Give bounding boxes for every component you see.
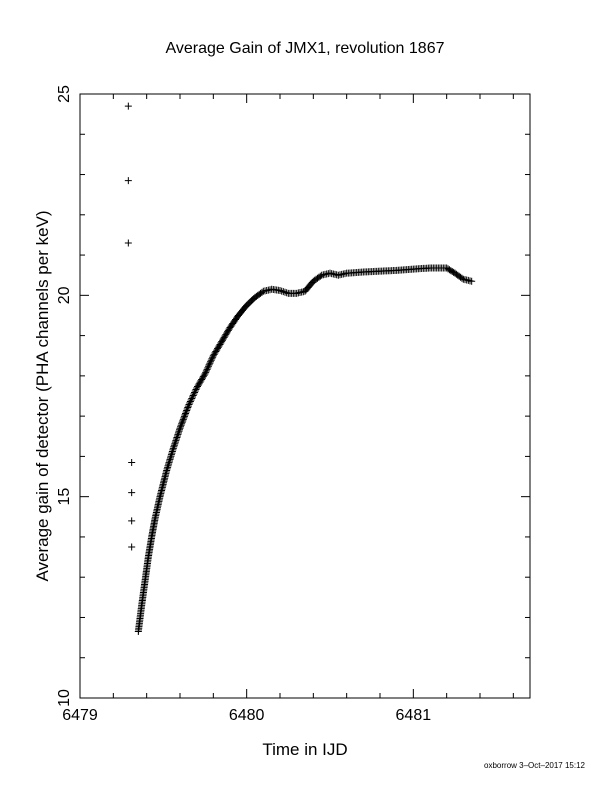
data-point bbox=[204, 362, 212, 370]
x-tick-labels: 6479 6480 6481 bbox=[62, 707, 431, 724]
y-tick-label: 20 bbox=[56, 286, 73, 304]
data-point bbox=[205, 361, 213, 369]
data-point bbox=[174, 430, 182, 438]
data-point bbox=[171, 440, 179, 448]
data-point bbox=[174, 429, 182, 437]
data-point bbox=[178, 418, 186, 426]
data-point bbox=[172, 435, 180, 443]
data-point bbox=[180, 412, 188, 420]
x-tick-label: 6481 bbox=[396, 707, 432, 724]
data-point bbox=[209, 353, 217, 361]
data-point bbox=[189, 391, 197, 399]
data-point bbox=[176, 424, 184, 432]
data-point bbox=[192, 385, 200, 393]
data-point bbox=[190, 390, 198, 398]
y-tick-label: 25 bbox=[56, 85, 73, 103]
chart-title: Average Gain of JMX1, revolution 1867 bbox=[166, 40, 445, 57]
data-point bbox=[179, 417, 187, 425]
data-point bbox=[124, 102, 132, 110]
data-point bbox=[185, 401, 193, 409]
data-point bbox=[188, 395, 196, 403]
data-points bbox=[124, 102, 476, 636]
data-point bbox=[183, 405, 191, 413]
data-point bbox=[128, 517, 136, 525]
data-point bbox=[170, 443, 178, 451]
data-point bbox=[187, 396, 195, 404]
data-point bbox=[172, 437, 180, 445]
data-point bbox=[182, 409, 190, 417]
data-point bbox=[276, 287, 284, 295]
data-point bbox=[169, 444, 177, 452]
x-tick-label: 6479 bbox=[62, 707, 98, 724]
data-point bbox=[183, 406, 191, 414]
data-point bbox=[200, 371, 208, 379]
data-point bbox=[184, 402, 192, 410]
data-point bbox=[124, 177, 132, 185]
data-point bbox=[128, 458, 136, 466]
data-point bbox=[281, 288, 289, 296]
data-point bbox=[207, 356, 215, 364]
data-point bbox=[182, 408, 190, 416]
y-axis-label: Average gain of detector (PHA channels p… bbox=[33, 210, 52, 581]
data-point bbox=[179, 415, 187, 423]
data-point bbox=[202, 368, 210, 376]
data-point bbox=[203, 365, 211, 373]
x-axis-label: Time in IJD bbox=[262, 740, 347, 759]
data-point bbox=[177, 423, 185, 431]
data-point bbox=[258, 288, 266, 296]
footer-stamp: oxborrow 3–Oct–2017 15:12 bbox=[484, 761, 586, 770]
data-point bbox=[189, 393, 196, 401]
data-point bbox=[128, 543, 136, 551]
data-point bbox=[186, 398, 194, 406]
axis-ticks bbox=[79, 93, 530, 699]
data-point bbox=[206, 359, 214, 367]
data-point bbox=[279, 288, 287, 296]
data-point bbox=[175, 426, 183, 434]
data-point bbox=[191, 388, 199, 396]
data-point bbox=[316, 272, 324, 280]
data-point bbox=[278, 287, 286, 295]
data-point bbox=[177, 421, 185, 429]
data-point bbox=[204, 364, 212, 372]
plot-frame bbox=[79, 93, 531, 699]
data-point bbox=[128, 489, 136, 497]
data-point bbox=[173, 432, 181, 440]
data-point bbox=[173, 434, 181, 442]
y-tick-labels: 10 15 20 25 bbox=[56, 85, 73, 707]
data-point bbox=[207, 358, 215, 366]
data-point bbox=[208, 355, 216, 363]
data-point bbox=[180, 414, 188, 422]
y-tick-label: 10 bbox=[56, 689, 73, 707]
data-point bbox=[181, 411, 189, 419]
y-tick-label: 15 bbox=[56, 488, 73, 506]
data-point bbox=[184, 404, 192, 412]
data-point bbox=[175, 427, 183, 435]
data-point bbox=[468, 277, 476, 285]
data-point bbox=[170, 441, 178, 449]
data-point bbox=[171, 438, 179, 446]
x-tick-label: 6480 bbox=[229, 707, 265, 724]
data-point bbox=[202, 367, 210, 375]
data-point bbox=[186, 399, 194, 407]
data-point bbox=[458, 274, 466, 282]
data-point bbox=[201, 370, 209, 378]
data-point bbox=[283, 289, 291, 297]
data-point bbox=[191, 387, 199, 395]
data-point bbox=[124, 239, 132, 247]
data-point bbox=[178, 420, 186, 428]
